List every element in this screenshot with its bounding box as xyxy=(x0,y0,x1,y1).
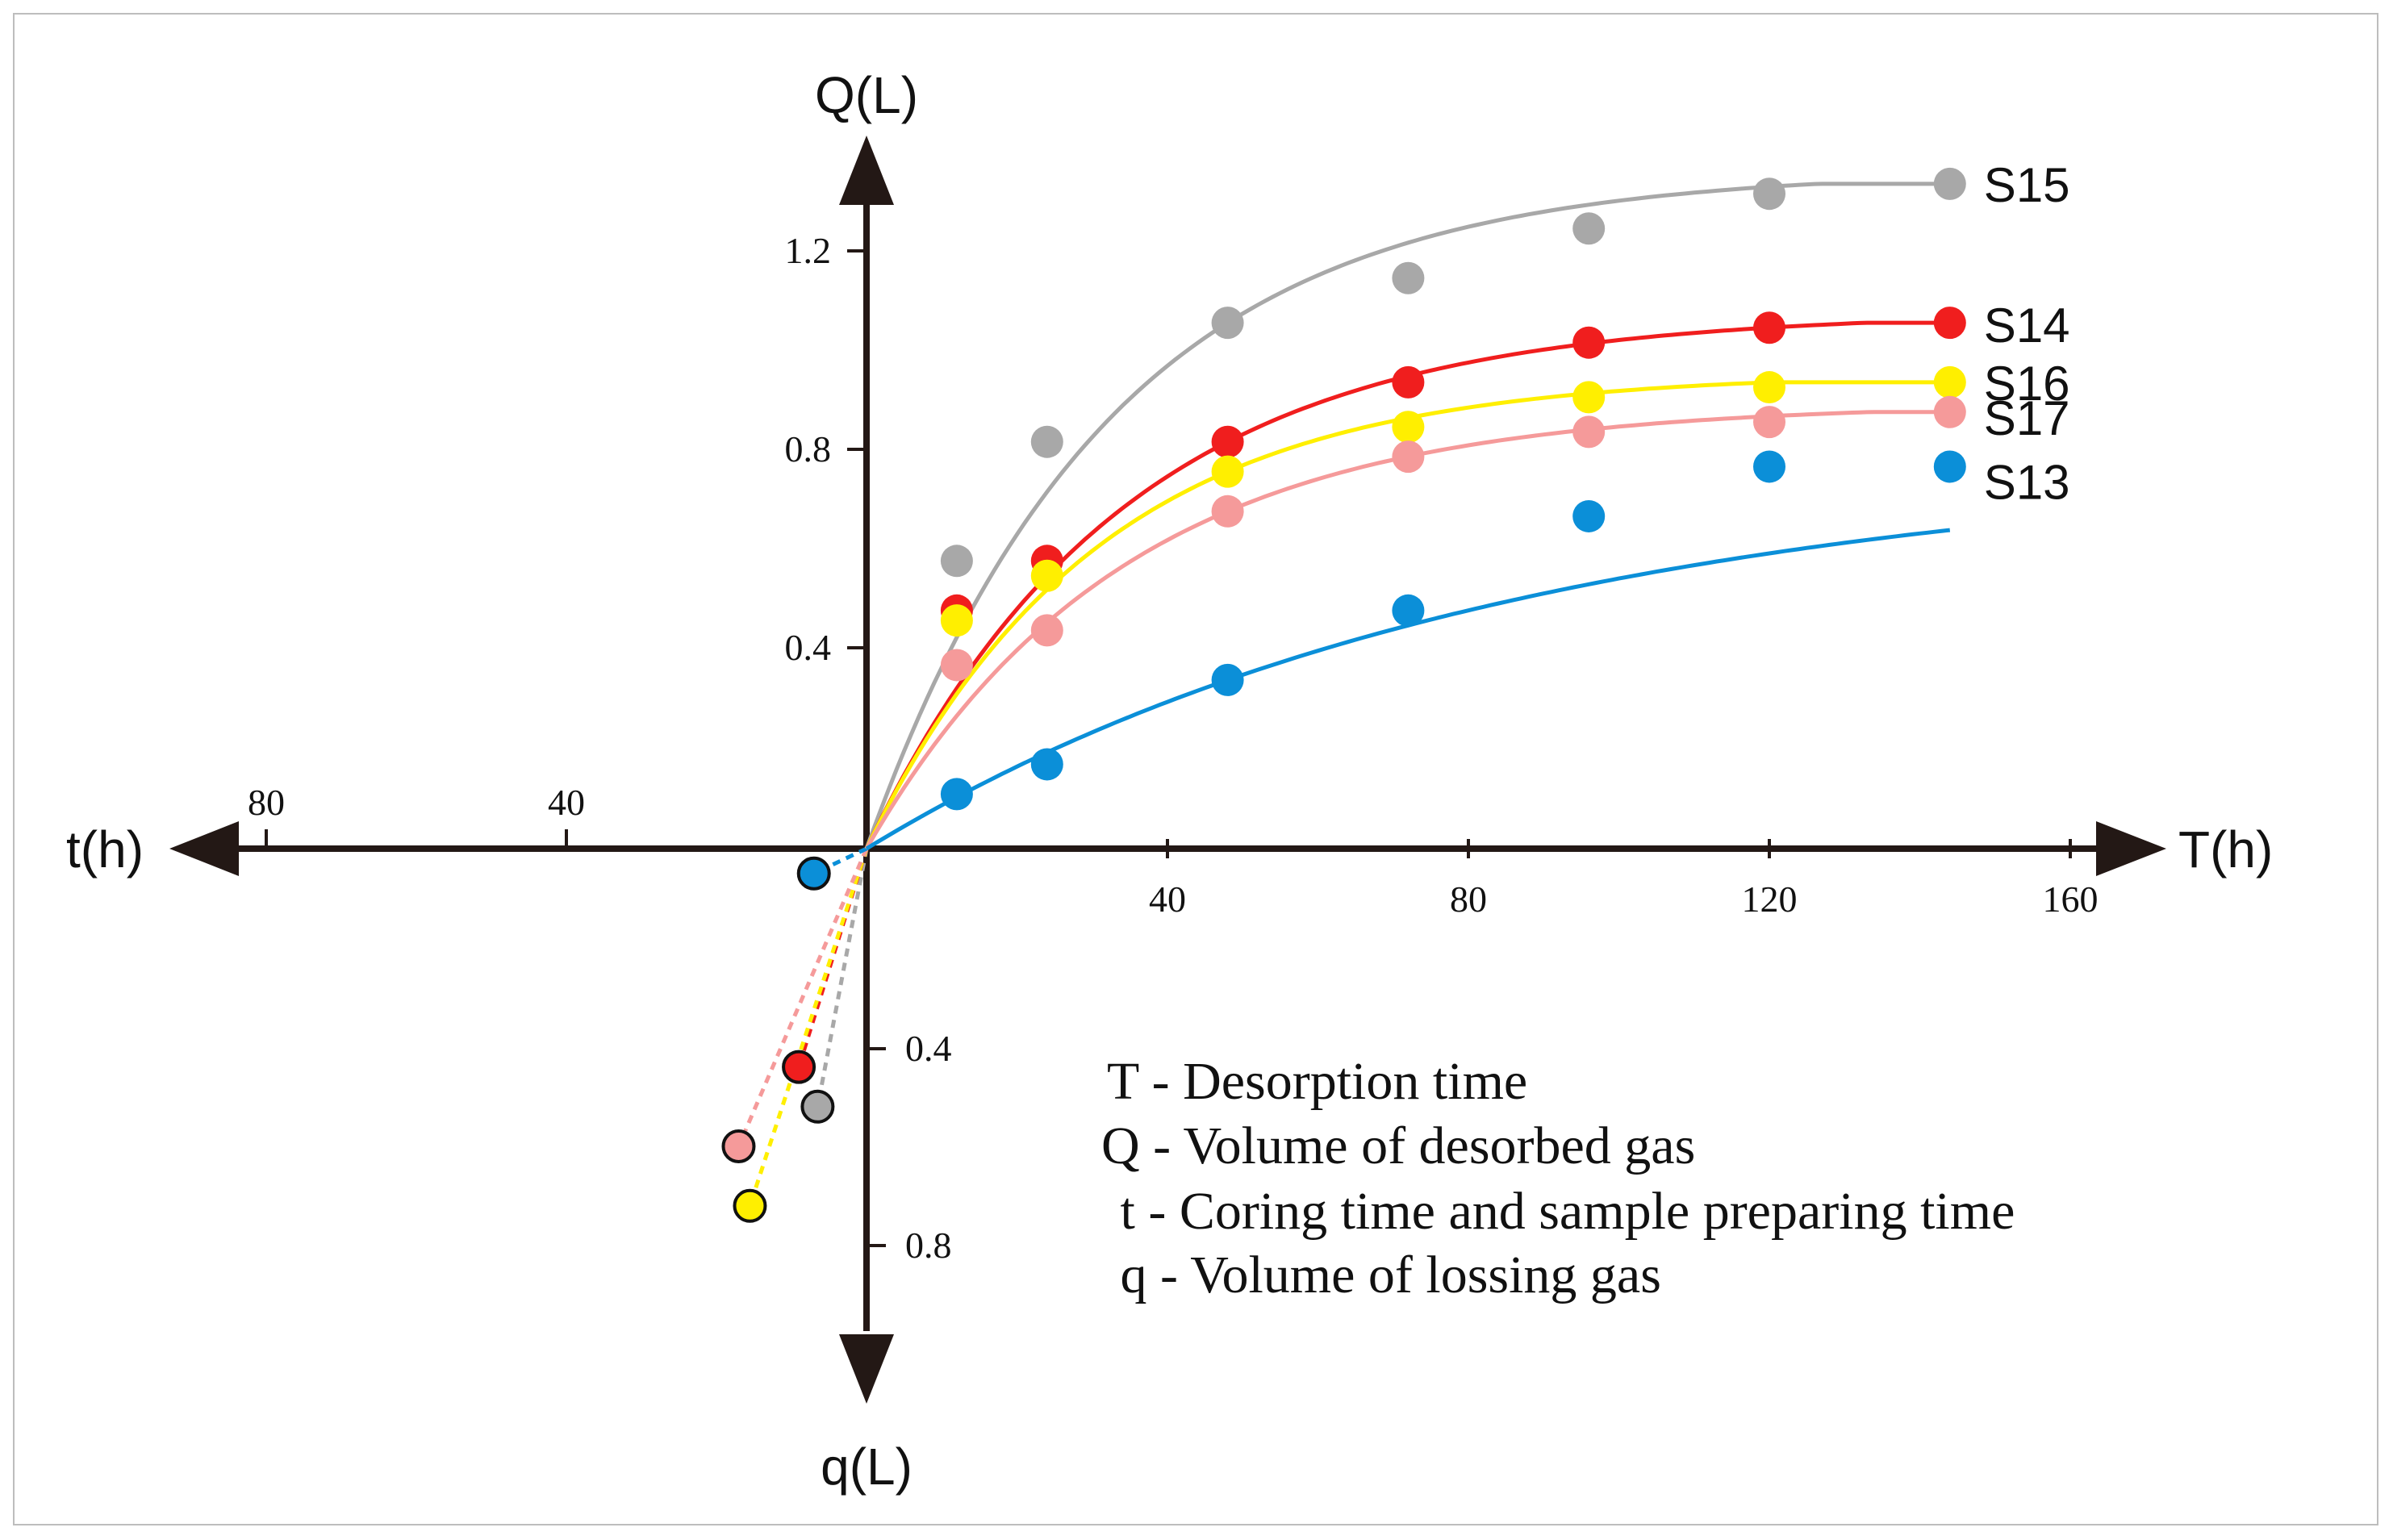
data-point-s17 xyxy=(1933,395,1966,428)
axis-ticks: 40 80 120 160 80 40 0.4 0.8 1.2 0.4 0.8 xyxy=(248,230,2099,1266)
data-point-s14 xyxy=(1572,326,1606,359)
lost-gas-line-s14 xyxy=(796,848,869,1068)
Q-tick-label: 1.2 xyxy=(785,230,832,271)
lost-gas-point-s16 xyxy=(733,1188,767,1223)
data-point-s16 xyxy=(1933,365,1966,399)
data-point-s13 xyxy=(1211,663,1244,696)
t-tick-label: 80 xyxy=(248,782,285,823)
T-tick-label: 80 xyxy=(1450,879,1487,920)
data-point-s17 xyxy=(1753,406,1785,439)
data-point-s17 xyxy=(1030,614,1063,647)
data-point-s13 xyxy=(1392,594,1425,627)
Q-axis-arrowhead xyxy=(839,136,894,205)
data-point-s14 xyxy=(1753,311,1785,344)
series-label-s13: S13 xyxy=(1984,455,2070,509)
data-point-s16 xyxy=(1753,371,1785,404)
data-point-s15 xyxy=(940,545,973,578)
data-point-s15 xyxy=(1753,177,1785,211)
data-point-s17 xyxy=(940,649,973,682)
q-axis-arrowhead xyxy=(839,1334,894,1404)
series-label-s15: S15 xyxy=(1984,158,2070,212)
data-point-s16 xyxy=(1392,411,1425,444)
legend-line: T - Desorption time xyxy=(1107,1052,1527,1111)
q-axis-title: q(L) xyxy=(821,1438,913,1496)
t-axis-arrowhead xyxy=(169,821,239,876)
data-point-s14 xyxy=(1392,365,1425,399)
fit-curve-s17 xyxy=(864,410,1950,850)
series-label-s17: S17 xyxy=(1984,391,2070,445)
data-point-s13 xyxy=(1933,450,1966,483)
data-point-s14 xyxy=(1211,425,1244,458)
definitions-legend: T - Desorption time Q - Volume of desorb… xyxy=(1101,1052,2015,1304)
data-point-s17 xyxy=(1211,495,1244,528)
lost-gas-point-s13 xyxy=(796,856,831,891)
T-axis-title: T(h) xyxy=(2178,820,2273,879)
data-point-s17 xyxy=(1392,440,1425,474)
lost-gas-point-s17 xyxy=(721,1129,756,1163)
data-point-s13 xyxy=(1030,748,1063,781)
data-point-s13 xyxy=(1753,450,1785,483)
Q-tick-label: 0.4 xyxy=(785,627,832,668)
fit-curve-s13 xyxy=(865,528,1951,851)
legend-line: Q - Volume of desorbed gas xyxy=(1101,1116,1695,1175)
data-point-s15 xyxy=(1030,425,1063,458)
T-tick-label: 120 xyxy=(1742,879,1798,920)
data-point-s14 xyxy=(1933,307,1966,340)
lost-gas-line-s16 xyxy=(748,848,869,1207)
data-point-s16 xyxy=(1211,455,1244,488)
Q-tick-label: 0.8 xyxy=(785,428,832,470)
data-point-s15 xyxy=(1572,212,1606,245)
axes xyxy=(169,136,2166,1404)
data-point-s15 xyxy=(1933,167,1966,200)
t-tick-label: 40 xyxy=(548,782,585,823)
lost-gas-line-s17 xyxy=(737,848,869,1147)
lost-gas-line-s15 xyxy=(815,848,869,1108)
T-tick-label: 160 xyxy=(2043,879,2099,920)
series-label-s16: S16 xyxy=(1984,357,2070,411)
lost-gas-point-s14 xyxy=(782,1050,816,1084)
legend-line: q - Volume of lossing gas xyxy=(1107,1246,1661,1304)
legend-line: t - Coring time and sample preparing tim… xyxy=(1107,1182,2015,1241)
fit-curve-s14 xyxy=(864,320,1950,850)
data-point-s16 xyxy=(940,604,973,637)
data-point-s16 xyxy=(1572,381,1606,414)
t-axis-title: t(h) xyxy=(66,820,144,879)
data-point-s13 xyxy=(940,778,973,811)
Q-axis-title: Q(L) xyxy=(815,66,918,124)
lost-gas-point-s15 xyxy=(800,1089,835,1124)
data-point-s13 xyxy=(1572,499,1606,532)
T-tick-label: 40 xyxy=(1149,879,1186,920)
data-point-s17 xyxy=(1572,415,1606,449)
series-label-s14: S14 xyxy=(1984,298,2070,353)
T-axis-arrowhead xyxy=(2096,821,2166,876)
q-tick-label: 0.8 xyxy=(905,1225,952,1266)
data-point-s15 xyxy=(1211,307,1244,340)
data-point-s16 xyxy=(1030,559,1063,592)
data-point-s15 xyxy=(1392,261,1425,294)
figure-frame xyxy=(13,13,2378,1525)
q-tick-label: 0.4 xyxy=(905,1028,952,1069)
